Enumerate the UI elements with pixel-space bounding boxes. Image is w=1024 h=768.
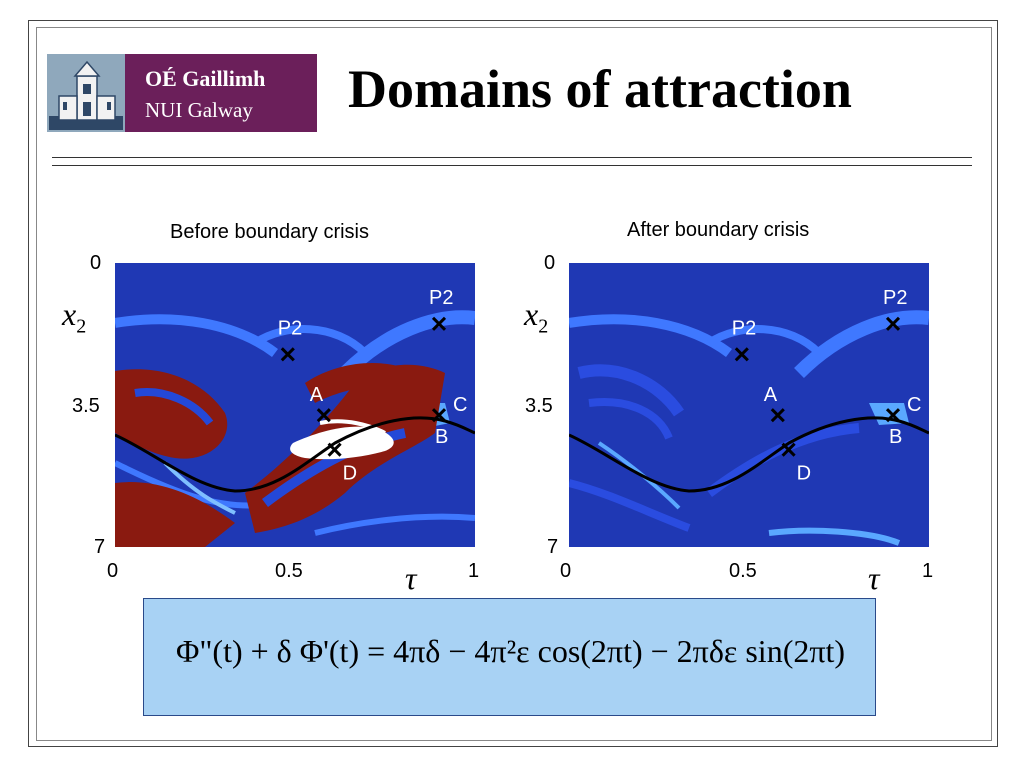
point-label: P2 <box>883 287 907 309</box>
x-tick-label: 1 <box>922 560 934 582</box>
point-marker <box>734 347 749 362</box>
logo-text-irish: OÉ Gaillimh <box>145 66 266 91</box>
y-tick-label: 0 <box>544 252 556 274</box>
x-tick-label: 0 <box>560 560 572 582</box>
slide-title: Domains of attraction <box>348 59 852 119</box>
point-label: C <box>907 394 921 416</box>
slide-frame-outer <box>28 20 998 747</box>
point-marker <box>431 316 447 331</box>
point-label: B <box>889 426 902 448</box>
point-marker <box>431 408 447 423</box>
x-axis-label: τ <box>405 560 417 596</box>
point-marker <box>885 316 901 331</box>
point-label: P2 <box>732 317 756 339</box>
y-axis-label: x2 <box>62 296 87 338</box>
title-rule-bottom <box>52 165 972 166</box>
marker-layer-before: P2 P2 A CB D <box>278 287 468 485</box>
point-label: D <box>343 463 357 485</box>
x-tick-label: 0.5 <box>275 560 303 582</box>
logo-text-english: NUI Galway <box>145 98 253 122</box>
slide-frame-inner <box>36 27 992 741</box>
quadrangle-tower-icon <box>47 54 125 132</box>
point-marker <box>327 442 342 457</box>
title-rule-top <box>52 157 972 158</box>
basin-plot-before <box>115 263 475 547</box>
x-axis-label: τ <box>868 560 880 596</box>
basin-plot-after <box>569 263 929 547</box>
point-label: B <box>435 426 448 448</box>
point-marker <box>280 347 295 362</box>
point-marker <box>770 408 785 423</box>
point-label: A <box>764 384 778 406</box>
point-marker <box>781 442 796 457</box>
equation-text: Φ"(t) + δ Φ'(t) = 4πδ − 4π²ε cos(2πt) − … <box>175 633 846 669</box>
panel-after-subtitle: After boundary crisis <box>627 219 810 241</box>
point-label: P2 <box>429 287 453 309</box>
x-tick-label: 0 <box>107 560 119 582</box>
y-tick-label: 3.5 <box>72 395 100 417</box>
y-axis-label: x2 <box>524 296 549 338</box>
y-tick-label: 7 <box>94 536 106 558</box>
point-label: P2 <box>278 317 302 339</box>
point-marker <box>885 408 901 423</box>
point-label: A <box>310 384 324 406</box>
point-label: D <box>797 463 811 485</box>
y-tick-label: 7 <box>547 536 559 558</box>
marker-layer-after: P2 P2 A CB D <box>732 287 922 485</box>
x-tick-label: 0.5 <box>729 560 757 582</box>
point-marker <box>316 408 331 423</box>
university-logo: OÉ Gaillimh NUI Galway <box>47 54 317 132</box>
x-tick-label: 1 <box>468 560 480 582</box>
y-tick-label: 3.5 <box>525 395 553 417</box>
panel-before-subtitle: Before boundary crisis <box>170 221 369 243</box>
equation-box: Φ"(t) + δ Φ'(t) = 4πδ − 4π²ε cos(2πt) − … <box>143 598 876 716</box>
point-label: C <box>453 394 467 416</box>
y-tick-label: 0 <box>90 252 102 274</box>
